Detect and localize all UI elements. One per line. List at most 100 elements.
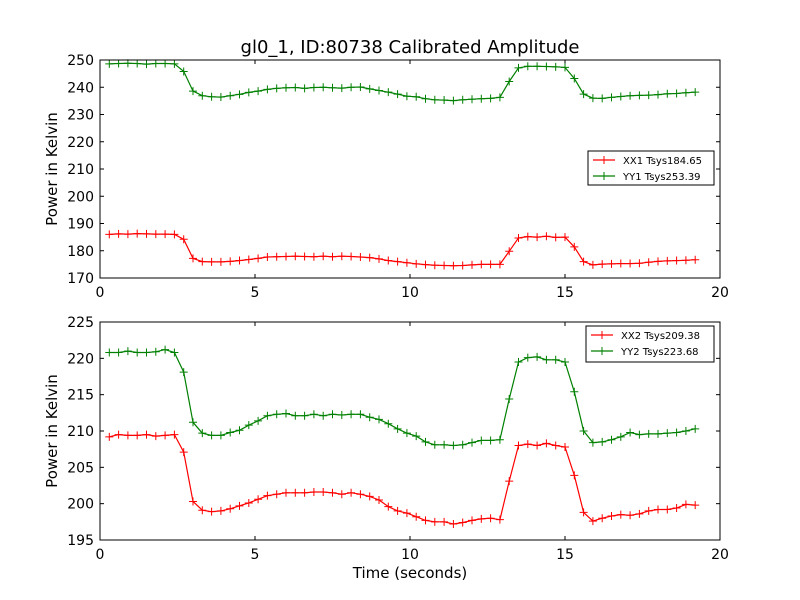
data-point bbox=[189, 87, 197, 96]
data-point bbox=[123, 59, 132, 68]
data-point bbox=[216, 431, 225, 440]
data-point bbox=[579, 90, 588, 99]
y-tick-label: 225 bbox=[67, 315, 94, 331]
data-point bbox=[468, 260, 476, 269]
x-tick-label: 15 bbox=[556, 285, 574, 301]
data-point bbox=[282, 252, 290, 261]
data-point bbox=[254, 87, 263, 96]
data-point bbox=[449, 96, 458, 105]
data-point bbox=[430, 440, 439, 449]
data-point bbox=[291, 252, 300, 261]
legend-label: XX2 Tsys209.38 bbox=[621, 331, 700, 342]
data-point bbox=[142, 229, 151, 238]
data-point bbox=[114, 59, 123, 68]
y-axis-label: Power in Kelvin bbox=[43, 112, 61, 226]
plot-frame bbox=[99, 321, 721, 541]
data-point bbox=[458, 95, 467, 104]
data-point bbox=[598, 260, 607, 269]
data-point bbox=[533, 62, 542, 71]
data-point bbox=[384, 88, 393, 97]
data-point bbox=[356, 410, 365, 419]
y-tick-label: 190 bbox=[67, 217, 94, 233]
data-point bbox=[226, 257, 235, 266]
y-tick-label: 210 bbox=[67, 162, 94, 178]
data-point bbox=[309, 252, 318, 261]
data-point bbox=[412, 92, 421, 101]
data-point bbox=[244, 421, 253, 430]
y-tick-label: 220 bbox=[67, 135, 94, 151]
data-point bbox=[654, 429, 662, 438]
data-point bbox=[672, 256, 681, 265]
data-point bbox=[523, 62, 532, 71]
data-point bbox=[421, 94, 430, 103]
data-point bbox=[644, 506, 653, 515]
data-point bbox=[468, 95, 476, 104]
data-point bbox=[328, 488, 337, 497]
series-1 bbox=[105, 229, 700, 270]
data-point bbox=[495, 435, 504, 444]
data-point bbox=[170, 230, 179, 239]
data-point bbox=[561, 233, 569, 242]
data-point bbox=[263, 253, 272, 262]
data-point bbox=[189, 497, 197, 506]
y-tick-label: 215 bbox=[67, 388, 94, 404]
data-point bbox=[607, 259, 616, 268]
data-point bbox=[105, 59, 114, 68]
data-point bbox=[607, 93, 616, 102]
data-point bbox=[189, 254, 197, 263]
data-point bbox=[421, 516, 430, 525]
data-point bbox=[570, 74, 579, 83]
data-point bbox=[505, 247, 514, 256]
data-point bbox=[588, 260, 597, 269]
data-point bbox=[282, 488, 290, 497]
data-point bbox=[244, 255, 253, 264]
data-point bbox=[635, 259, 644, 268]
data-point bbox=[477, 94, 486, 103]
data-point bbox=[505, 77, 514, 86]
data-point bbox=[533, 352, 542, 361]
data-point bbox=[681, 500, 690, 509]
data-point bbox=[514, 441, 523, 450]
data-point bbox=[402, 258, 411, 267]
data-point bbox=[291, 83, 300, 92]
y-tick-label: 240 bbox=[67, 80, 94, 96]
legend: XX1 Tsys184.65 YY1 Tsys253.39 bbox=[587, 150, 715, 186]
data-point bbox=[616, 432, 625, 441]
data-point bbox=[216, 93, 225, 102]
data-point bbox=[477, 436, 486, 445]
legend-label: XX1 Tsys184.65 bbox=[623, 156, 702, 167]
data-point bbox=[440, 517, 449, 526]
data-point bbox=[495, 93, 504, 102]
data-point bbox=[486, 514, 495, 523]
data-point bbox=[216, 506, 225, 515]
data-point bbox=[523, 232, 532, 241]
data-point bbox=[514, 63, 523, 72]
plot-frame bbox=[99, 59, 721, 279]
data-point bbox=[533, 233, 542, 242]
data-point bbox=[347, 488, 356, 497]
data-point bbox=[579, 257, 588, 266]
data-point bbox=[189, 418, 197, 427]
data-point bbox=[542, 439, 551, 448]
data-point bbox=[681, 256, 690, 265]
data-point bbox=[328, 410, 337, 419]
data-point bbox=[161, 431, 170, 440]
data-point bbox=[430, 261, 439, 270]
data-point bbox=[319, 488, 328, 497]
data-point bbox=[123, 347, 132, 356]
legend-label: YY2 Tsys223.68 bbox=[620, 347, 699, 358]
data-point bbox=[198, 429, 207, 438]
data-point bbox=[235, 501, 244, 510]
data-point bbox=[468, 438, 476, 447]
x-tick-label: 10 bbox=[401, 285, 419, 301]
data-point bbox=[319, 411, 328, 420]
data-point bbox=[300, 411, 309, 420]
data-point bbox=[588, 94, 597, 103]
data-point bbox=[598, 514, 607, 523]
data-point bbox=[672, 89, 681, 98]
data-point bbox=[681, 427, 690, 435]
data-point bbox=[635, 509, 644, 518]
data-point bbox=[170, 348, 179, 357]
data-point bbox=[300, 488, 309, 497]
data-point bbox=[477, 260, 486, 269]
